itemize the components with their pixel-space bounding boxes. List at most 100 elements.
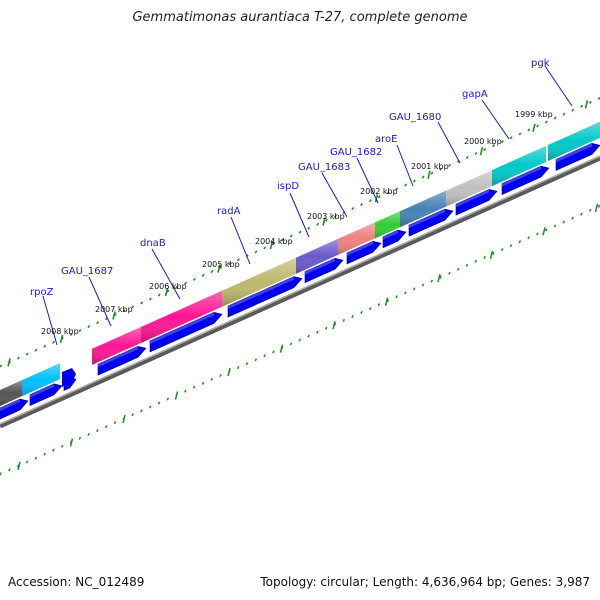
tick-mark — [360, 203, 364, 207]
tick-mark — [78, 436, 82, 440]
tick-mark — [500, 140, 504, 144]
tick-mark — [342, 318, 346, 322]
tick-mark — [316, 330, 319, 334]
leader-line — [321, 172, 348, 218]
tick-mark — [69, 438, 74, 447]
leader-line — [151, 248, 181, 300]
tick-mark — [500, 248, 504, 252]
tick-mark — [395, 295, 398, 299]
tick-mark — [96, 321, 100, 325]
gene-label-GAU_1680: GAU_1680 — [389, 112, 441, 123]
tick-mark — [404, 183, 408, 187]
tick-mark — [0, 472, 2, 476]
tick-mark — [377, 195, 381, 199]
tick-mark — [492, 144, 496, 148]
tick-mark — [289, 234, 293, 238]
tick-mark — [322, 217, 326, 226]
cds-arrow — [408, 208, 454, 237]
leader-line — [544, 65, 573, 107]
gene-segment-shade — [141, 290, 222, 343]
tick-mark — [113, 421, 117, 425]
tick-mark — [448, 163, 452, 167]
tick-mark — [430, 171, 434, 175]
tick-mark — [588, 100, 592, 104]
tick-mark — [148, 405, 152, 409]
cds-arrow — [149, 312, 223, 353]
leader-line — [289, 192, 310, 238]
tick-mark — [384, 297, 389, 306]
gene-segment-shade — [400, 190, 446, 228]
tick-mark — [465, 155, 469, 159]
tick-mark — [43, 452, 46, 456]
tick-mark — [52, 448, 55, 452]
kbp-label: 2001 kbp — [411, 162, 449, 171]
tick-mark — [219, 265, 223, 270]
gene-segment-shade — [222, 257, 296, 307]
tick-mark — [489, 250, 494, 259]
tick-mark — [479, 147, 484, 156]
cds-arrow — [227, 276, 303, 318]
tick-mark — [439, 275, 442, 279]
tick-mark — [25, 352, 29, 356]
tick-mark — [580, 104, 584, 108]
tick-mark — [184, 389, 187, 393]
gene-segment-shade — [22, 363, 60, 397]
cds-arrow — [555, 143, 600, 171]
cds-highlight — [30, 383, 54, 398]
tick-mark — [7, 358, 11, 367]
gene-label-GAU_1687: GAU_1687 — [61, 266, 113, 277]
tick-mark — [360, 310, 363, 315]
cds-arrow — [29, 383, 63, 407]
tick-mark — [465, 263, 469, 267]
tick-mark — [263, 354, 266, 358]
tick-mark — [474, 259, 478, 263]
leader-line — [481, 99, 510, 140]
tick-mark — [430, 279, 434, 283]
cds-highlight — [150, 312, 214, 344]
tick-mark — [59, 334, 64, 344]
kbp-label: 2006 kbp — [149, 282, 187, 291]
tick-mark — [279, 344, 284, 353]
gene-segment-track — [0, 121, 600, 406]
tick-mark — [166, 397, 170, 401]
tick-mark — [280, 238, 284, 242]
gene-segment-shade — [548, 121, 600, 162]
tick-mark — [386, 191, 390, 195]
tick-mark — [332, 320, 336, 330]
genome-backbone — [0, 155, 600, 429]
gene-segment-shade — [492, 145, 546, 187]
tick-mark — [157, 293, 161, 297]
kbp-label: 2005 kbp — [202, 260, 240, 269]
tick-mark — [351, 314, 354, 318]
tick-mark — [272, 242, 276, 246]
cds-highlight — [383, 230, 398, 240]
tick-mark — [298, 338, 302, 342]
tick-mark — [263, 246, 267, 250]
tick-mark — [527, 128, 531, 132]
tick-mark — [542, 227, 546, 236]
kbp-label: 2002 kbp — [360, 187, 398, 196]
tick-mark — [456, 267, 460, 271]
tick-mark — [43, 344, 47, 348]
tick-mark — [316, 222, 320, 226]
tick-mark — [298, 230, 302, 234]
tick-mark — [307, 226, 311, 230]
cds-arrow — [304, 257, 344, 284]
cds-track — [0, 143, 600, 420]
tick-mark — [148, 297, 152, 301]
gene-label-GAU_1682: GAU_1682 — [330, 147, 382, 158]
accession-text: Accession: NC_012489 — [8, 575, 145, 589]
tick-mark — [254, 250, 258, 254]
leader-line — [437, 121, 461, 164]
tick-mark — [518, 132, 522, 136]
outer-tick-ring — [0, 96, 600, 368]
tick-mark — [421, 283, 425, 287]
tick-mark — [571, 108, 575, 112]
tick-mark — [594, 203, 599, 212]
gene-segment-shade — [296, 238, 338, 274]
gene-label-dnaB: dnaB — [140, 238, 166, 249]
tick-mark — [448, 271, 451, 275]
tick-mark — [421, 175, 425, 179]
tick-mark — [87, 432, 90, 436]
tick-mark — [210, 377, 214, 381]
